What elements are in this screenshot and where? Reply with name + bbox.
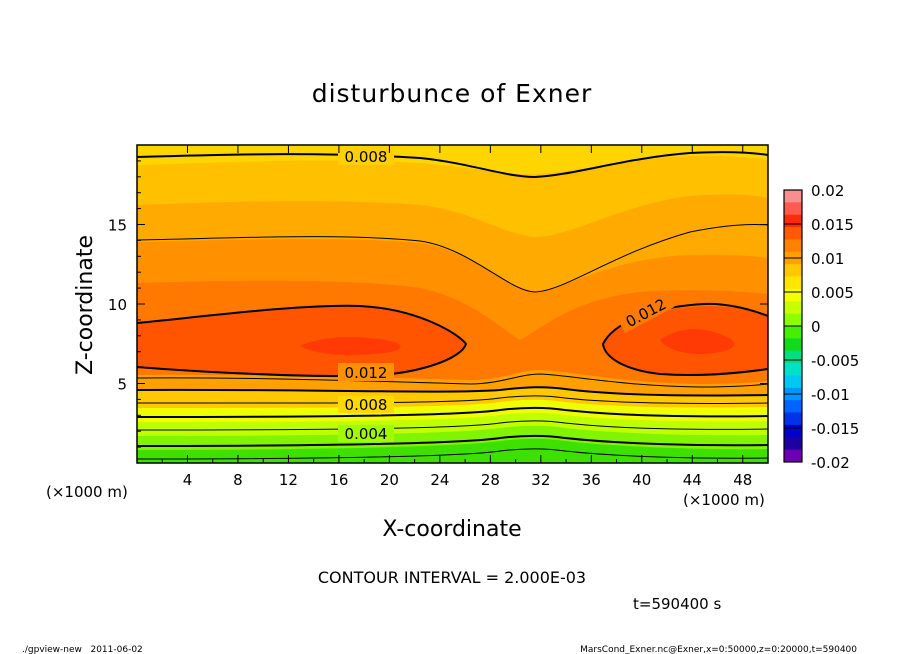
- field-inner-right: [660, 329, 735, 355]
- contour-lines: [137, 151, 768, 460]
- x-tick-label: 40: [632, 471, 651, 489]
- colorbar-segment: [784, 202, 802, 216]
- colorbar-tick-label: 0.005: [811, 284, 854, 302]
- contour-line-top: [137, 151, 768, 179]
- y-tick-label: 10: [108, 296, 127, 314]
- colorbar-segment: [784, 350, 802, 364]
- contour-label-left-core: 0.012: [345, 364, 388, 382]
- colorbar-segment: [784, 190, 802, 203]
- colorbar-segment: [784, 313, 802, 327]
- contour-line-left-core: [137, 304, 468, 378]
- x-axis: 4 8 12 16 20 24 28 32 36 40 44 48: [161, 145, 752, 489]
- colorbar-tick-label: 0.02: [811, 182, 844, 200]
- colorbar-segment: [784, 449, 802, 463]
- colorbar-tick-label: -0.02: [811, 454, 850, 472]
- x-tick-label: 36: [582, 471, 601, 489]
- y-axis-title: Z-coordinate: [73, 235, 98, 375]
- colorbar-tick-label: 0.015: [811, 216, 854, 234]
- colorbar-tick-label: -0.005: [811, 352, 859, 370]
- contour-label-top: 0.008: [345, 148, 388, 166]
- field-band-green: [137, 438, 768, 463]
- footer-left: ./gpview-new 2011-06-02: [22, 645, 143, 654]
- x-tick-label: 8: [233, 471, 243, 489]
- y-tick-label: 15: [108, 217, 127, 235]
- x-tick-label: 20: [380, 471, 399, 489]
- colorbar-tick-label: 0: [811, 318, 821, 336]
- colorbar-segment: [784, 326, 802, 339]
- contour-line-low-5: [137, 420, 768, 431]
- contour-label-bg: [616, 291, 675, 334]
- contour-field: [137, 145, 768, 463]
- x-tick-label: 4: [183, 471, 193, 489]
- colorbar-segment: [784, 301, 802, 315]
- colorbar-segment: [784, 424, 802, 438]
- colorbar-segment: [784, 338, 802, 352]
- x-tick-label: 44: [683, 471, 702, 489]
- x-unit-left: (×1000 m): [46, 483, 128, 501]
- colorbar-segment: [784, 276, 802, 290]
- chart-title: disturbunce of Exner: [312, 79, 593, 108]
- x-tick-label: 32: [531, 471, 550, 489]
- x-tick-label: 12: [279, 471, 298, 489]
- contour-line-low-2: [137, 386, 768, 397]
- contour-label-bg: [338, 147, 394, 165]
- colorbar-segment: [784, 227, 802, 240]
- colorbar-segment: [784, 264, 802, 278]
- contour-label-bg: [338, 363, 394, 381]
- field-core-left: [137, 306, 466, 376]
- contour-line-low-7: [137, 448, 768, 460]
- colorbar-tick-label: -0.015: [811, 420, 859, 438]
- contour-line-upper: [137, 224, 768, 293]
- contour-line-low-3: [137, 395, 768, 404]
- contour-line-low-4: [137, 406, 768, 418]
- y-axis: 5 10 15: [108, 160, 768, 448]
- colorbar-tick-label: -0.01: [811, 386, 850, 404]
- colorbar-segment: [784, 288, 802, 302]
- x-tick-label: 48: [733, 471, 752, 489]
- x-axis-title: X-coordinate: [382, 517, 521, 542]
- colorbar-segment: [784, 363, 802, 376]
- y-tick-label: 5: [117, 376, 127, 394]
- colorbar: 0.02 0.015 0.01 0.005 0 -0.005 -0.01 -0.015 -0.0…: [783, 182, 859, 472]
- colorbar-tick-label: 0.01: [811, 250, 844, 268]
- colorbar-segment: [784, 375, 802, 389]
- contour-line-right-core: [601, 302, 768, 377]
- time-text: t=590400 s: [633, 595, 721, 613]
- x-unit-right: (×1000 m): [683, 491, 765, 509]
- colorbar-segment: [784, 214, 802, 228]
- field-inner-left: [300, 337, 401, 356]
- contour-label-bg: [338, 396, 394, 413]
- contour-interval-text: CONTOUR INTERVAL = 2.000E-03: [318, 568, 586, 587]
- colorbar-segment: [784, 437, 802, 451]
- x-tick-label: 16: [329, 471, 348, 489]
- contour-label-bg: [338, 425, 394, 442]
- contour-line-low-1: [137, 373, 768, 388]
- contour-label-low-004: 0.004: [345, 425, 388, 443]
- colorbar-segment: [784, 239, 802, 253]
- x-tick-label: 24: [430, 471, 449, 489]
- contour-line-low-6: [137, 434, 768, 447]
- contour-label-low-008: 0.008: [345, 396, 388, 414]
- footer-right: MarsCond_Exner.nc@Exner,x=0:50000,z=0:20…: [580, 645, 857, 654]
- colorbar-segment: [784, 400, 802, 414]
- colorbar-segment: [784, 412, 802, 426]
- x-tick-label: 28: [481, 471, 500, 489]
